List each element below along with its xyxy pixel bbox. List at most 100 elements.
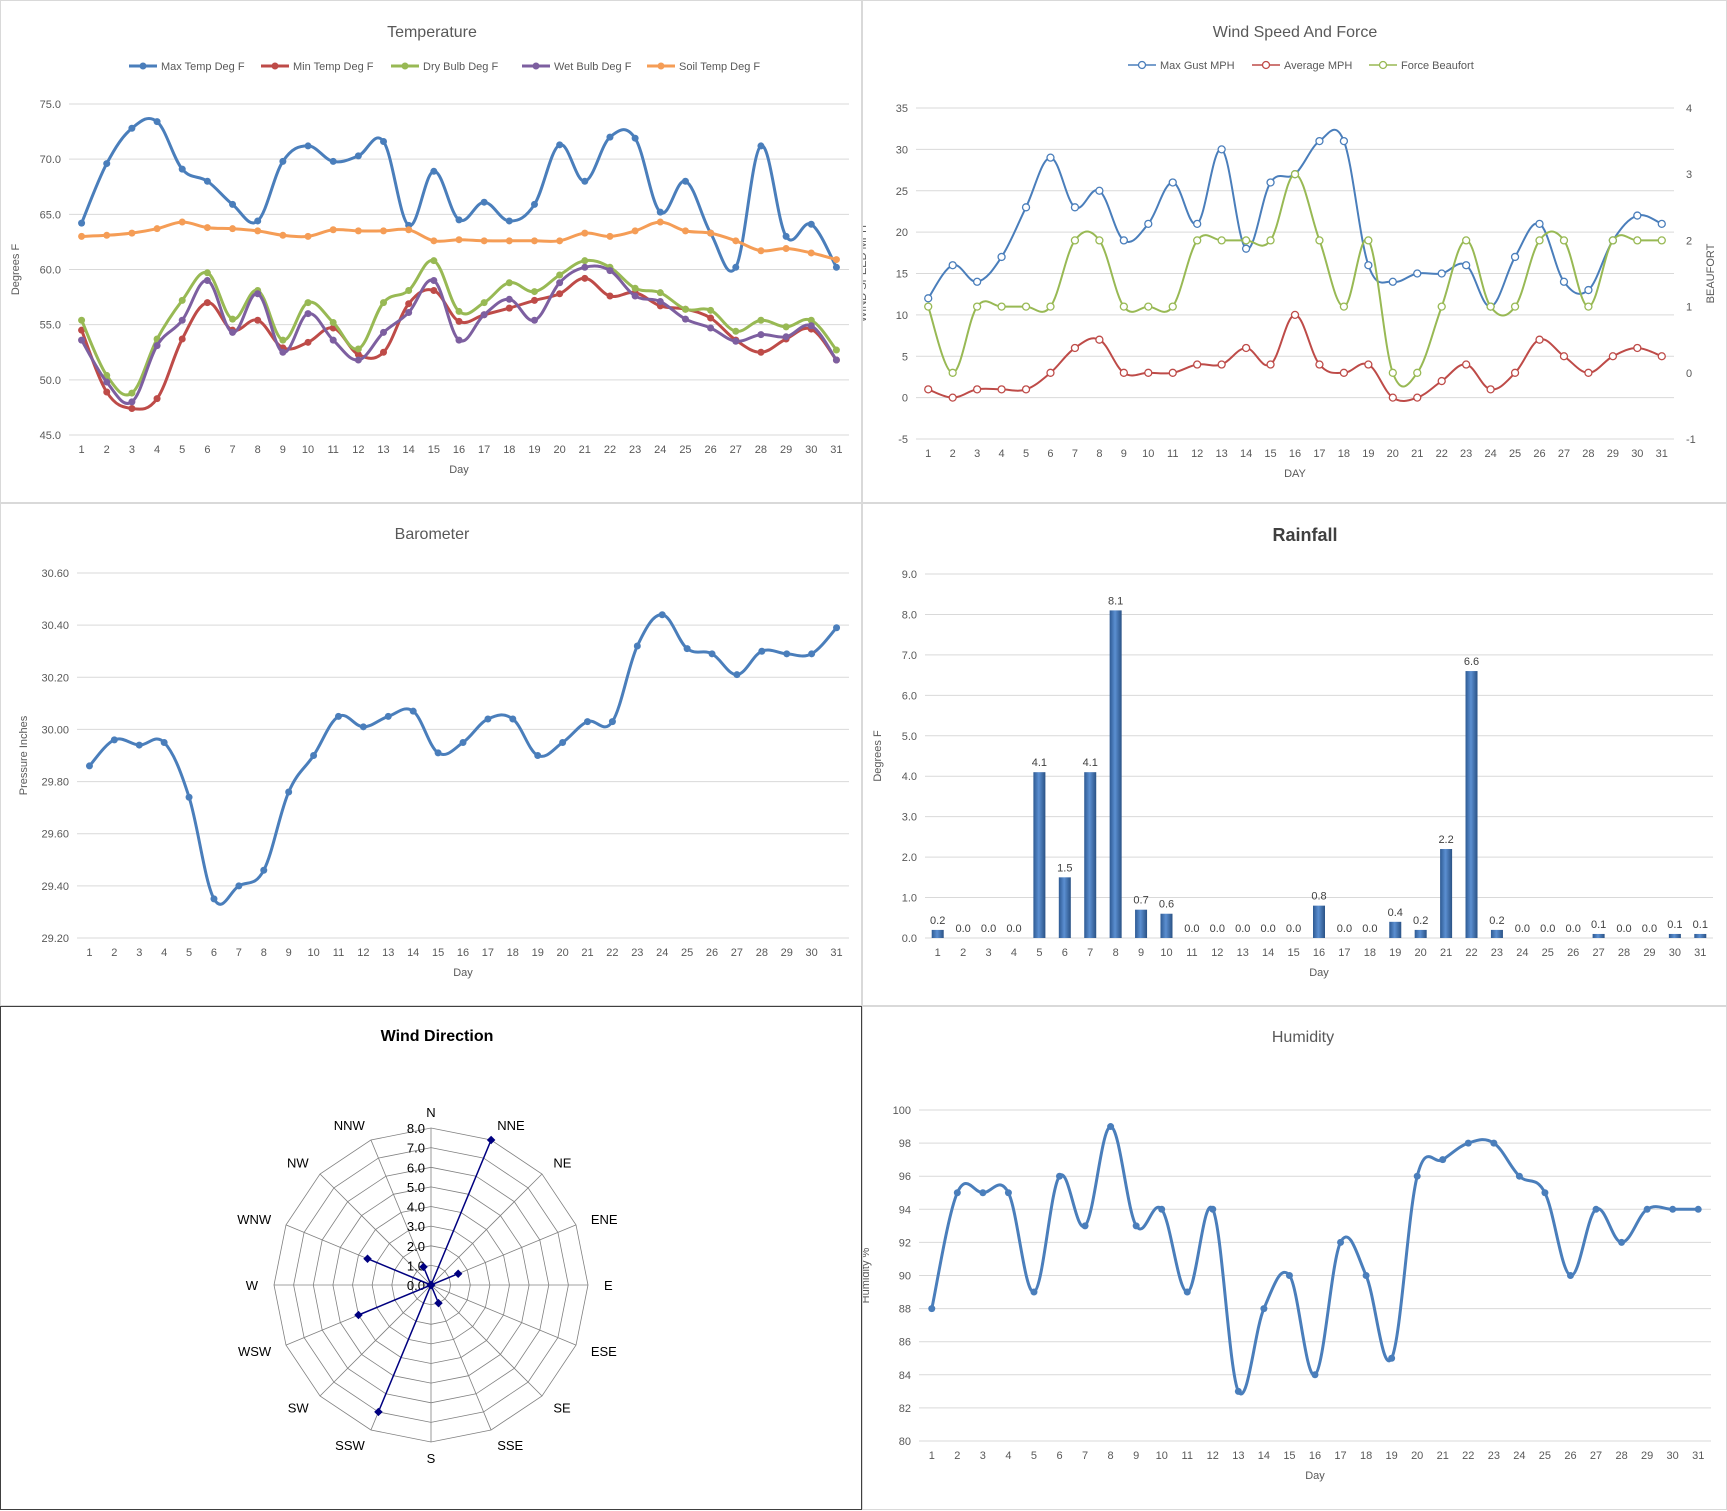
y-tick-label: 2.0 (902, 852, 917, 864)
data-point (329, 318, 337, 326)
y-tick-label: 30 (896, 144, 908, 156)
x-tick-label: 19 (1386, 1450, 1398, 1462)
data-label: 0.0 (1362, 923, 1377, 935)
data-point (924, 302, 933, 311)
y-tick-label: 82 (899, 1403, 911, 1415)
x-tick-label: 9 (1133, 1450, 1139, 1462)
data-point (530, 237, 538, 245)
rain-bar (1058, 877, 1071, 938)
data-point (254, 227, 262, 235)
x-tick-label: 2 (954, 1450, 960, 1462)
data-point (430, 167, 438, 175)
legend-label: Max Gust MPH (1160, 60, 1235, 72)
data-point (1592, 1205, 1600, 1213)
data-point (530, 296, 538, 304)
y-tick-label: 45.0 (40, 430, 61, 442)
data-point (505, 295, 513, 303)
radar-point (374, 1407, 383, 1417)
x-tick-label: 29 (780, 444, 792, 456)
data-point (178, 335, 186, 343)
radial-tick-label: 8.0 (407, 1121, 425, 1136)
data-point (178, 316, 186, 324)
direction-label: NNW (334, 1118, 366, 1133)
x-tick-label: 16 (1309, 1450, 1321, 1462)
data-point (1618, 1238, 1626, 1246)
data-label: 0.0 (955, 923, 970, 935)
data-point (807, 220, 815, 228)
data-point (430, 257, 438, 265)
data-point (972, 385, 982, 394)
data-label: 0.0 (1210, 923, 1225, 935)
data-label: 0.4 (1388, 907, 1403, 919)
data-point (304, 299, 312, 307)
x-tick-label: 18 (1360, 1450, 1372, 1462)
data-point (1437, 269, 1446, 278)
data-point (103, 231, 111, 239)
data-point (1413, 393, 1422, 402)
data-point (1285, 1272, 1293, 1279)
rainfall-chart-svg: Rainfall 0.0 1.0 2.0 3.0 4.0 5.0 6.0 7.0 8.0 9.0 0.… (872, 525, 1713, 979)
y-tick-label: 84 (899, 1370, 911, 1382)
x-tick-label: 12 (1191, 448, 1203, 460)
data-point (556, 279, 564, 287)
data-point (78, 219, 86, 227)
data-point (1439, 1156, 1447, 1164)
x-tick-label: 11 (1182, 1450, 1193, 1462)
data-point (1464, 1139, 1472, 1147)
x-tick-label: 24 (654, 444, 666, 456)
data-point (997, 252, 1006, 262)
x-tick-label: 15 (1287, 947, 1299, 959)
data-point (1364, 261, 1373, 270)
legend-marker (1378, 60, 1388, 70)
data-point (584, 718, 592, 726)
x-tick-label: 6 (1047, 448, 1053, 460)
x-tick-label: 6 (211, 947, 217, 959)
data-point (707, 306, 715, 314)
data-point (1510, 368, 1520, 377)
x-tick-label: 30 (1667, 1450, 1679, 1462)
data-point (1535, 219, 1544, 229)
direction-label: NNE (497, 1118, 525, 1133)
data-point (203, 299, 211, 307)
y2-tick-label: 4 (1686, 103, 1692, 115)
radial-tick-label: 4.0 (407, 1200, 425, 1215)
data-point (1241, 236, 1251, 245)
data-label: 0.0 (1184, 923, 1199, 935)
data-point (153, 225, 161, 233)
x-tick-label: 8 (1108, 1450, 1114, 1462)
rain-bar (1465, 671, 1478, 938)
rain-bar (1389, 921, 1402, 938)
data-point (1339, 302, 1349, 311)
radar-point (486, 1135, 496, 1145)
wind-speed-chart: Wind Speed And Force -5 0 5 10 15 20 25 30 35 1 2 3 4… (862, 0, 1727, 503)
data-point (459, 738, 467, 746)
data-point (310, 752, 318, 759)
x-tick-label: 9 (286, 947, 292, 959)
x-tick-label: 20 (556, 947, 568, 959)
y-tick-label: 8.0 (902, 609, 917, 621)
x-tick-label: 17 (478, 444, 490, 456)
series-line-max-gust-mph (927, 128, 1663, 308)
y2-tick-label: 2 (1686, 235, 1692, 247)
data-point (606, 267, 614, 275)
data-point (354, 227, 362, 235)
x-tick-label: 9 (1138, 947, 1144, 959)
chart-title: Rainfall (1272, 525, 1337, 545)
x-tick-label: 26 (1567, 947, 1579, 959)
data-point (103, 388, 111, 396)
data-point (405, 226, 413, 234)
direction-label: E (604, 1278, 613, 1293)
x-tick-label: 5 (1031, 1450, 1037, 1462)
data-point (1364, 236, 1373, 245)
data-point (409, 707, 417, 715)
data-point (681, 177, 689, 185)
data-point (78, 316, 86, 324)
legend-label: Average MPH (1284, 60, 1352, 72)
data-point (732, 237, 740, 245)
x-tick-label: 13 (377, 444, 389, 456)
data-point (924, 294, 933, 303)
data-point (1362, 1272, 1370, 1279)
radar-point (419, 1262, 428, 1272)
data-point (1158, 1205, 1166, 1213)
